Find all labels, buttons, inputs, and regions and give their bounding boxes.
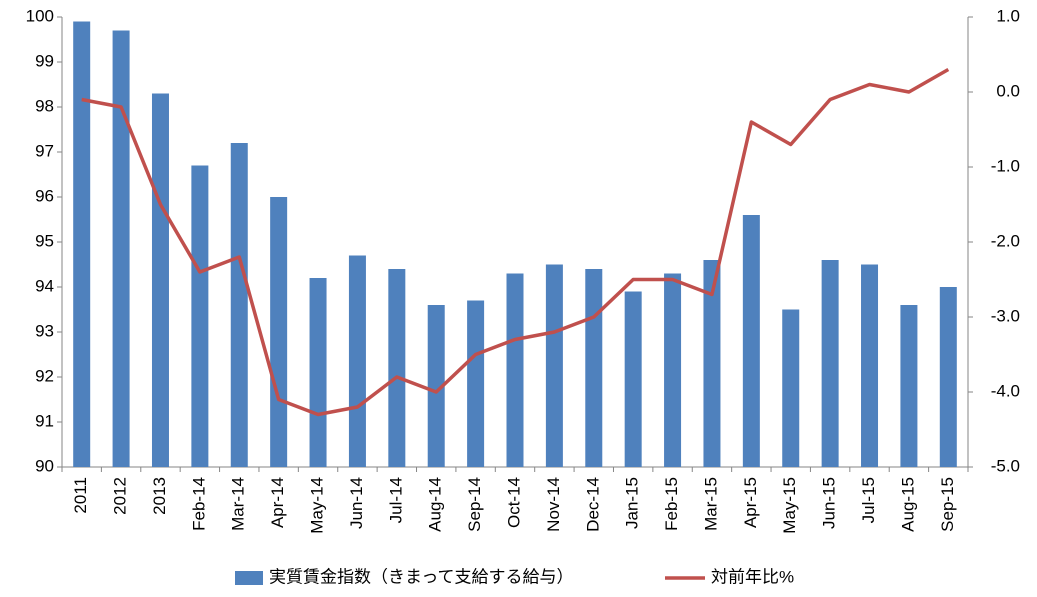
bar [309,278,327,467]
bar [585,269,603,467]
bar [742,215,760,467]
bar [112,30,130,467]
bar [900,305,918,467]
x-tick-label: May-14 [308,477,327,534]
x-tick-label: Apr-15 [741,477,760,528]
y-tick-label: 90 [35,456,54,475]
x-tick-label: Jan-15 [623,477,642,529]
line [81,67,950,417]
y2-tick-label: -4.0 [991,381,1020,400]
bar [506,273,524,467]
x-tick-label: Nov-14 [544,477,563,532]
bar [73,21,91,467]
y-tick-label: 96 [35,186,54,205]
x-tick-label: Mar-14 [229,477,248,531]
bar [230,143,248,467]
y-tick-label: 100 [26,6,54,25]
x-tick-label: Mar-15 [701,477,720,531]
bar [664,273,682,467]
x-tick-label: Aug-15 [898,477,917,532]
y-tick-label: 98 [35,96,54,115]
bar [388,269,406,467]
legend-label: 対前年比% [711,567,794,586]
y-tick-label: 99 [35,51,54,70]
x-tick-label: Feb-14 [189,477,208,531]
y2-tick-label: 1.0 [996,6,1020,25]
x-tick-label: Jun-15 [820,477,839,529]
bar [821,260,839,467]
bar [703,260,721,467]
bar [545,264,563,467]
legend-label: 実質賃金指数（きまって支給する給与） [269,567,573,586]
x-tick-label: Apr-14 [268,477,287,528]
x-tick-label: Aug-14 [426,477,445,532]
y2-tick-label: -5.0 [991,456,1020,475]
y2-tick-label: -1.0 [991,156,1020,175]
legend-swatch [235,571,263,585]
x-tick-label: Sep-15 [938,477,957,532]
y-tick-label: 95 [35,231,54,250]
bar [861,264,879,467]
bar [348,255,366,467]
x-tick-label: Jun-14 [347,477,366,529]
y-tick-label: 92 [35,366,54,385]
x-tick-label: Jul-15 [859,477,878,523]
x-tick-label: 2011 [71,477,90,514]
bar [151,93,169,467]
bar [467,300,485,467]
y-tick-label: 93 [35,321,54,340]
x-tick-label: Sep-14 [465,477,484,532]
y-tick-label: 91 [35,411,54,430]
y2-tick-label: 0.0 [996,81,1020,100]
y2-tick-label: -3.0 [991,306,1020,325]
x-tick-label: 2013 [150,477,169,515]
y-tick-label: 97 [35,141,54,160]
bar [270,197,288,467]
bar [782,309,800,467]
bar [939,287,957,467]
y2-tick-label: -2.0 [991,231,1020,250]
bar [624,291,642,467]
y-tick-label: 94 [35,276,54,295]
x-tick-label: Jul-14 [386,477,405,523]
bar [191,165,209,467]
x-tick-label: Oct-14 [504,477,523,528]
x-tick-label: May-15 [780,477,799,534]
x-tick-label: Dec-14 [583,477,602,532]
x-tick-label: 2012 [111,477,130,515]
x-tick-label: Feb-15 [662,477,681,531]
bar [427,305,445,467]
